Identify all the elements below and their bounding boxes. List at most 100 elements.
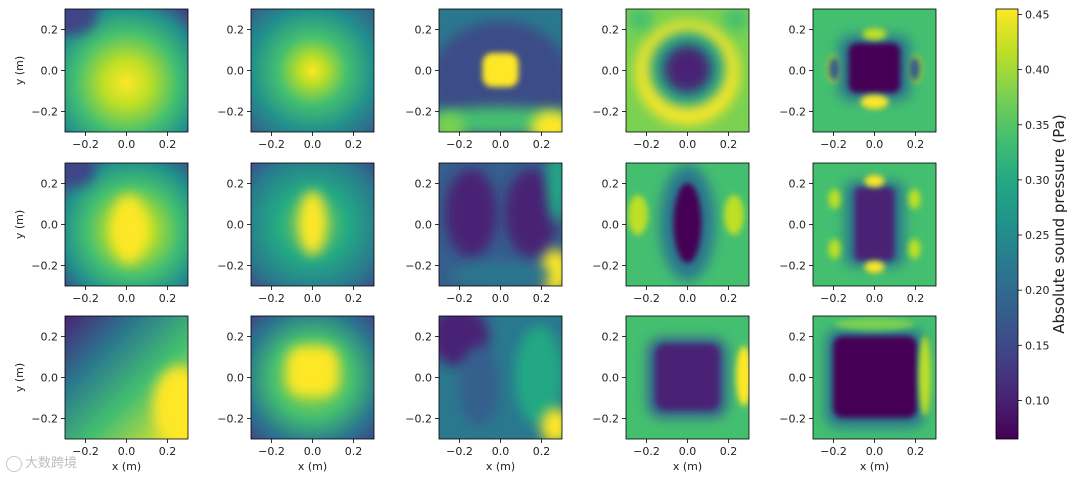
x-tick-label: −0.2 [258, 292, 285, 305]
heatmap-image [65, 163, 188, 286]
heatmap-panel: −0.2 0.0 0.2 0.2 0.0 −0.2 y (m) [13, 162, 189, 305]
heatmap-panel: −0.2 0.0 0.2 0.2 0.0 −0.2 y (m) x (m) [13, 315, 189, 473]
heatmap-panel: −0.2 0.0 0.2 0.2 0.0 −0.2 [592, 8, 750, 151]
x-tick-label: −0.2 [72, 292, 99, 305]
y-tick-label: −0.2 [592, 413, 619, 426]
heatmap-image [813, 316, 936, 439]
x-tick-label: −0.2 [72, 445, 99, 458]
x-tick-label: 0.2 [720, 445, 738, 458]
x-tick-label: 0.0 [492, 445, 510, 458]
colorbar-tick-label: 0.15 [1025, 339, 1050, 352]
x-tick-label: 0.0 [304, 292, 322, 305]
x-tick-label: 0.0 [118, 445, 136, 458]
y-tick-label: 0.0 [602, 65, 620, 78]
y-tick-label: 0.0 [41, 219, 59, 232]
x-tick-label: 0.2 [533, 445, 551, 458]
y-tick-label: 0.2 [227, 24, 245, 37]
heatmap-panel: −0.2 0.0 0.2 0.2 0.0 −0.2 x (m) [779, 315, 937, 473]
x-tick-label: 0.2 [720, 138, 738, 151]
heatmap-panel: −0.2 0.0 0.2 0.2 0.0 −0.2 [779, 8, 937, 151]
y-tick-label: −0.2 [779, 106, 806, 119]
heatmap-image [439, 9, 562, 132]
x-tick-label: 0.2 [159, 445, 177, 458]
x-tick-label: −0.2 [633, 292, 660, 305]
y-axis-label: y (m) [13, 363, 26, 392]
y-tick-label: 0.2 [227, 178, 245, 191]
heatmap-panel: −0.2 0.0 0.2 0.2 0.0 −0.2 [405, 162, 563, 305]
x-tick-label: 0.0 [679, 445, 697, 458]
x-tick-label: −0.2 [446, 138, 473, 151]
x-tick-label: 0.2 [533, 292, 551, 305]
heatmap-image [251, 316, 374, 439]
x-tick-label: −0.2 [633, 445, 660, 458]
y-tick-label: 0.2 [415, 178, 433, 191]
heatmap-image [813, 9, 936, 132]
y-tick-label: 0.0 [415, 219, 433, 232]
x-tick-label: 0.2 [345, 445, 363, 458]
x-tick-label: 0.0 [118, 138, 136, 151]
x-tick-label: 0.0 [492, 138, 510, 151]
heatmap-image [65, 316, 188, 439]
x-tick-label: 0.2 [533, 138, 551, 151]
heatmap-image [626, 163, 749, 286]
colorbar: 0.45 0.40 0.35 0.30 0.25 0.20 0.15 0.10 Absolut… [995, 9, 1068, 440]
y-tick-label: 0.0 [415, 372, 433, 385]
x-tick-label: −0.2 [446, 445, 473, 458]
y-tick-label: 0.0 [602, 372, 620, 385]
x-tick-label: 0.0 [304, 445, 322, 458]
heatmap-image [626, 9, 749, 132]
x-tick-label: 0.2 [345, 138, 363, 151]
heatmap-image [626, 316, 749, 439]
y-tick-label: 0.2 [41, 178, 59, 191]
y-tick-label: 0.0 [41, 372, 59, 385]
y-tick-label: −0.2 [31, 413, 58, 426]
x-tick-label: 0.0 [866, 138, 884, 151]
y-tick-label: −0.2 [779, 260, 806, 273]
colorbar-tick-label: 0.35 [1025, 119, 1050, 132]
x-tick-label: −0.2 [72, 138, 99, 151]
heatmap-panel: −0.2 0.0 0.2 0.2 0.0 −0.2 y (m) [13, 8, 189, 151]
y-tick-label: 0.0 [789, 219, 807, 232]
heatmap-panel: −0.2 0.0 0.2 0.2 0.0 −0.2 [405, 8, 563, 151]
heatmap-panel: −0.2 0.0 0.2 0.2 0.0 −0.2 [217, 8, 375, 151]
y-tick-label: 0.2 [415, 24, 433, 37]
x-tick-label: −0.2 [820, 138, 847, 151]
y-tick-label: −0.2 [217, 260, 244, 273]
y-tick-label: 0.2 [789, 24, 807, 37]
y-tick-label: 0.2 [789, 178, 807, 191]
x-tick-label: −0.2 [633, 138, 660, 151]
y-tick-label: 0.2 [41, 331, 59, 344]
x-tick-label: 0.0 [118, 292, 136, 305]
y-tick-label: 0.0 [789, 372, 807, 385]
y-tick-label: 0.2 [602, 24, 620, 37]
y-tick-label: −0.2 [405, 413, 432, 426]
x-tick-label: 0.2 [907, 445, 925, 458]
heatmap-image [251, 163, 374, 286]
x-tick-label: 0.2 [345, 292, 363, 305]
colorbar-tick-label: 0.10 [1025, 394, 1050, 407]
y-tick-label: −0.2 [592, 260, 619, 273]
colorbar-tick-label: 0.25 [1025, 229, 1050, 242]
y-tick-label: 0.0 [602, 219, 620, 232]
y-tick-label: 0.0 [227, 219, 245, 232]
x-tick-label: −0.2 [446, 292, 473, 305]
x-tick-label: 0.2 [720, 292, 738, 305]
x-axis-label: x (m) [112, 460, 141, 473]
y-axis-label: y (m) [13, 210, 26, 239]
y-tick-label: 0.2 [415, 331, 433, 344]
heatmap-panel: −0.2 0.0 0.2 0.2 0.0 −0.2 [217, 162, 375, 305]
x-tick-label: 0.2 [907, 292, 925, 305]
y-tick-label: −0.2 [405, 260, 432, 273]
heatmap-panel: −0.2 0.0 0.2 0.2 0.0 −0.2 x (m) [592, 315, 750, 473]
x-axis-label: x (m) [486, 460, 515, 473]
x-tick-label: −0.2 [258, 445, 285, 458]
y-tick-label: 0.2 [602, 331, 620, 344]
y-axis-label: y (m) [13, 56, 26, 85]
x-tick-label: −0.2 [258, 138, 285, 151]
heatmap-panel: −0.2 0.0 0.2 0.2 0.0 −0.2 [779, 162, 937, 305]
heatmap-panel: −0.2 0.0 0.2 0.2 0.0 −0.2 x (m) [405, 315, 563, 473]
y-tick-label: −0.2 [31, 260, 58, 273]
heatmap-image [65, 9, 188, 132]
x-axis-label: x (m) [673, 460, 702, 473]
heatmap-image [439, 316, 562, 439]
